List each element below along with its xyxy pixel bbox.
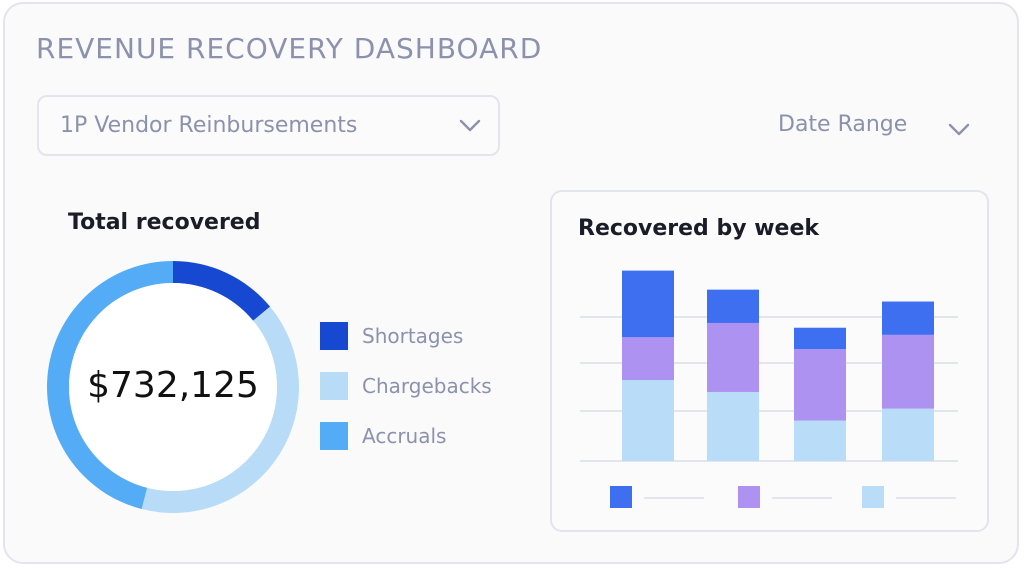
bar-segment [622,380,674,461]
legend-label-shortages: Shortages [362,324,464,348]
bar-legend-swatch [738,486,760,508]
vendor-select-value: 1P Vendor Reinbursements [60,113,358,138]
recovered-by-week-bar-chart [580,270,958,462]
legend-swatch-accruals [320,422,348,450]
date-range-label: Date Range [778,112,908,137]
date-range-dropdown[interactable]: Date Range [778,112,970,142]
chevron-down-icon [459,119,481,132]
legend-swatch-shortages [320,322,348,350]
bar-chart-legend [610,486,956,508]
total-recovered-donut-chart [46,261,299,513]
bar-segment [794,327,846,350]
donut-center [69,283,277,491]
chevron-down-icon [948,123,970,136]
bar-segment [622,270,674,338]
bar-segment [882,334,934,409]
bar-segment [707,391,759,461]
total-recovered-value: $732,125 [87,365,259,406]
donut-slice-accruals [46,261,174,510]
legend-label-chargebacks: Chargebacks [362,374,492,398]
bar-segment [794,349,846,421]
donut-slice-shortages [173,261,271,321]
bar-legend-swatch [862,486,884,508]
dashboard-title: REVENUE RECOVERY DASHBOARD [36,32,543,65]
bar-segment [882,301,934,335]
bar-segment [794,420,846,461]
recovered-by-week-title: Recovered by week [578,216,820,241]
bar-segment [707,322,759,392]
total-recovered-title: Total recovered [68,210,261,235]
vendor-select-dropdown[interactable]: 1P Vendor Reinbursements [37,95,500,156]
legend-label-accruals: Accruals [362,424,447,448]
bar-segment [882,408,934,461]
bar-segment [707,289,759,323]
bar-segment [622,337,674,381]
legend-swatch-chargebacks [320,372,348,400]
bar-legend-swatch [610,486,632,508]
donut-slice-chargebacks [141,306,299,513]
